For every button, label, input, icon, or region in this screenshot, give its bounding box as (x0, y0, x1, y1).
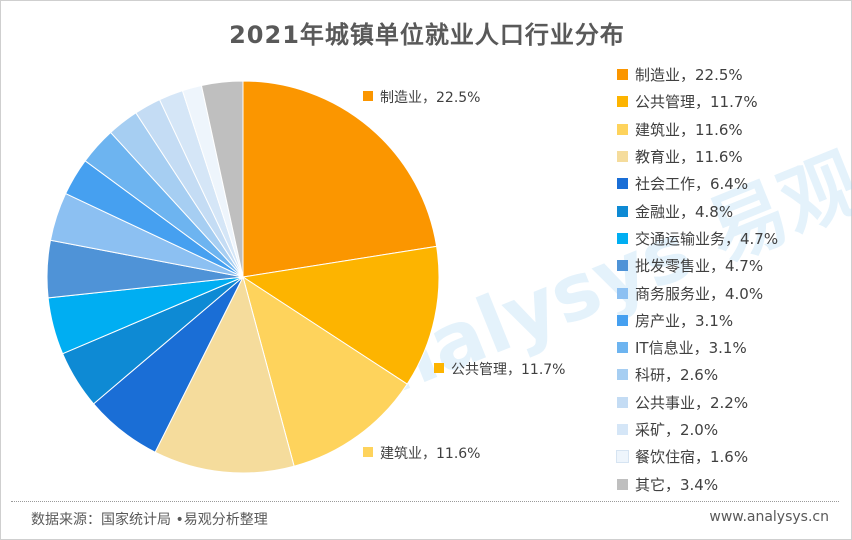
legend-item-3: 教育业，11.6% (617, 143, 852, 170)
legend-label-8: 商务服务业，4.0% (635, 284, 764, 303)
legend-swatch-4 (617, 178, 628, 190)
legend-swatch-15 (617, 478, 628, 490)
legend-swatch-9 (617, 314, 628, 326)
legend-item-11: 科研，2.6% (617, 361, 852, 388)
legend-item-15: 其它，3.4% (617, 470, 852, 497)
legend-swatch-11 (617, 369, 628, 381)
pie-slice-15 (200, 80, 244, 278)
legend-swatch-10 (617, 342, 628, 354)
legend-label-5: 金融业，4.8% (635, 202, 734, 221)
legend-label-11: 科研，2.6% (635, 366, 719, 385)
legend-item-8: 商务服务业，4.0% (617, 279, 852, 306)
legend-label-4: 社会工作，6.4% (635, 175, 749, 194)
pie-chart: analysys 易观分析 制造业，22.5%公共管理，11.7%建筑业，11.… (46, 79, 852, 474)
legend-label-6: 交通运输业务，4.7% (635, 229, 779, 248)
legend-item-9: 房产业，3.1% (617, 307, 852, 334)
legend-item-12: 公共事业，2.2% (617, 389, 852, 416)
legend-label-9: 房产业，3.1% (635, 311, 734, 330)
legend-swatch-8 (617, 287, 628, 299)
legend-label-1: 公共管理，11.7% (635, 93, 758, 112)
slice-label-1: 公共管理，11.7% (451, 362, 565, 378)
data-source: 数据来源：国家统计局 •易观分析整理 (31, 512, 268, 528)
legend-label-10: IT信息业，3.1% (635, 339, 747, 358)
legend-swatch-2 (617, 123, 628, 135)
pie-slice-0 (242, 80, 438, 278)
legend-swatch-0 (617, 69, 628, 81)
site-url: www.analysys.cn (709, 509, 829, 525)
legend-item-4: 社会工作，6.4% (617, 170, 852, 197)
slice-label-swatch-2 (363, 447, 373, 457)
pie-slice-3 (154, 275, 295, 474)
legend-item-2: 建筑业，11.6% (617, 116, 852, 143)
legend-label-15: 其它，3.4% (635, 475, 719, 494)
legend-item-1: 公共管理，11.7% (617, 88, 852, 115)
legend-item-0: 制造业，22.5% (617, 61, 852, 88)
legend-label-14: 餐饮住宿，1.6% (635, 448, 749, 467)
slice-label-swatch-0 (363, 91, 373, 101)
legend-swatch-7 (617, 260, 628, 272)
pie-slice-2 (242, 275, 408, 467)
slice-label-swatch-1 (434, 363, 444, 373)
slice-label-0: 制造业，22.5% (380, 90, 480, 106)
legend-swatch-5 (617, 205, 628, 217)
slice-label-2: 建筑业，11.6% (380, 446, 480, 462)
legend-swatch-12 (617, 396, 628, 408)
legend-item-6: 交通运输业务，4.7% (617, 225, 852, 252)
pie-slice-1 (241, 245, 440, 385)
legend-label-2: 建筑业，11.6% (635, 120, 743, 139)
legend-label-7: 批发零售业，4.7% (635, 257, 764, 276)
legend-item-13: 采矿，2.0% (617, 416, 852, 443)
legend-swatch-13 (617, 424, 628, 435)
legend-label-0: 制造业，22.5% (635, 66, 743, 85)
legend-swatch-3 (617, 151, 628, 163)
legend-label-12: 公共事业，2.2% (635, 393, 749, 412)
pie-slices (46, 80, 440, 474)
legend-label-13: 采矿，2.0% (635, 421, 719, 439)
legend-item-10: IT信息业，3.1% (617, 334, 852, 361)
legend-label-3: 教育业，11.6% (635, 148, 743, 167)
footer-divider (11, 501, 839, 502)
slice-labels: 制造业，22.5% 公共管理，11.7% 建筑业，11.6% (363, 90, 565, 462)
legend: 制造业，22.5% 公共管理，11.7% 建筑业，11.6% 教育业，11.6% 社会工… (616, 61, 852, 498)
chart-title: 2021年城镇单位就业人口行业分布 (229, 21, 625, 49)
legend-swatch-6 (617, 232, 628, 244)
legend-item-14: 餐饮住宿，1.6% (616, 443, 852, 470)
legend-item-7: 批发零售业，4.7% (617, 252, 852, 279)
legend-swatch-14 (616, 450, 629, 464)
legend-item-5: 金融业，4.8% (617, 197, 852, 224)
legend-swatch-1 (617, 96, 628, 108)
